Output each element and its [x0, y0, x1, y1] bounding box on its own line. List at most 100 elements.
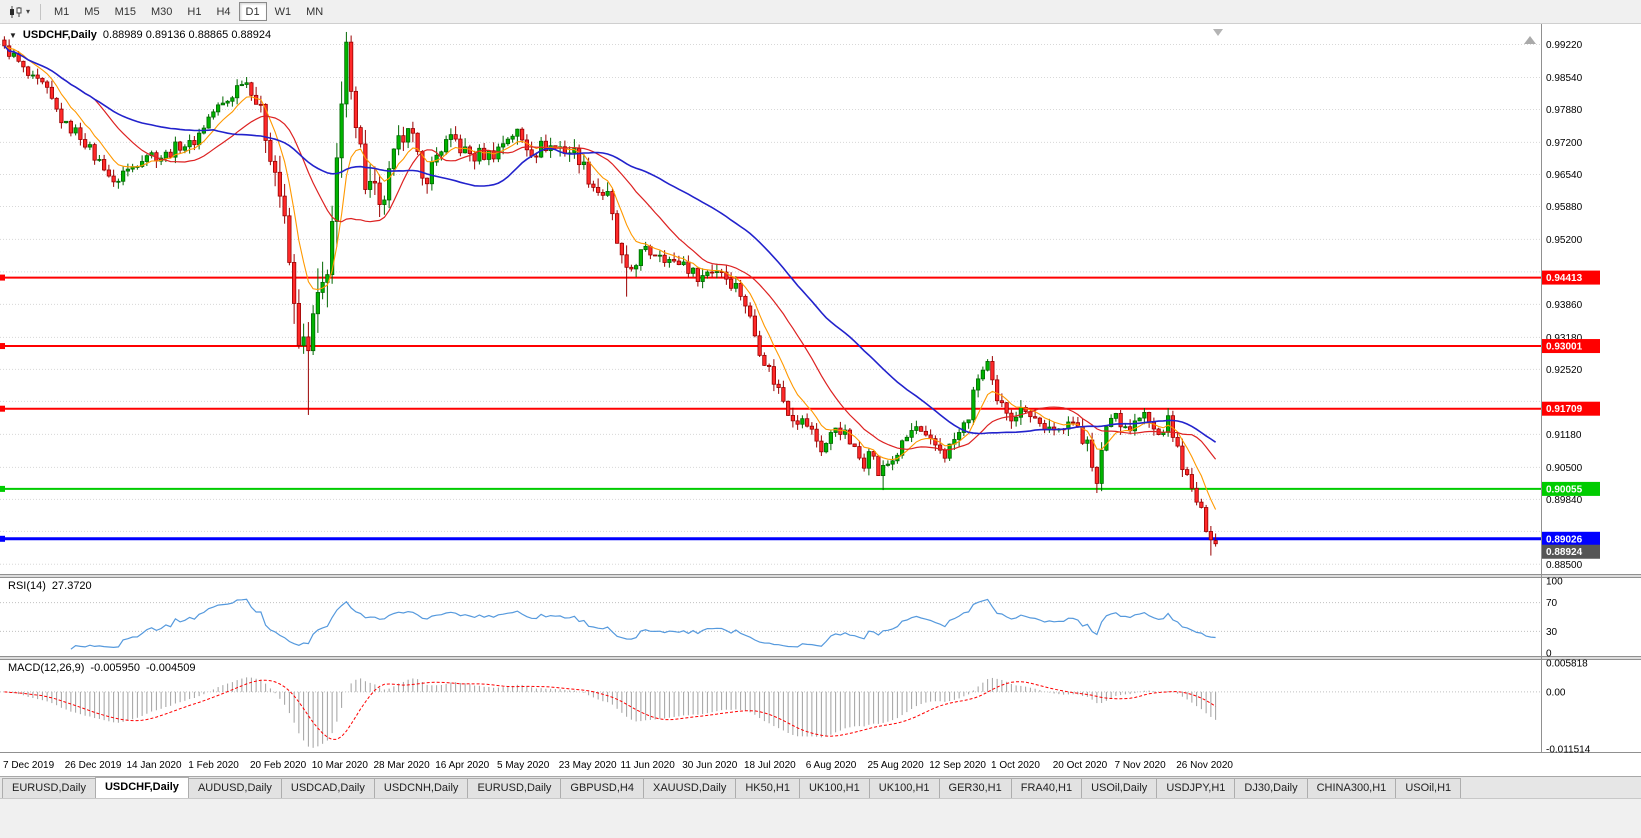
- chart-tab-gbpusd-h4[interactable]: GBPUSD,H4: [560, 778, 644, 798]
- chart-background: [0, 24, 1641, 776]
- y-axis-label: 0.92520: [1546, 365, 1583, 376]
- x-axis-label: 1 Feb 2020: [188, 760, 239, 771]
- moving-average-fast: [4, 45, 1217, 510]
- chart-shift-marker-icon: [1213, 29, 1223, 36]
- x-axis-label: 25 Aug 2020: [868, 760, 925, 771]
- price-badge-0.91709: 0.91709: [1542, 401, 1600, 416]
- chart-tab-ger30-h1[interactable]: GER30,H1: [938, 778, 1012, 798]
- y-axis-label: 0.99220: [1546, 40, 1583, 51]
- chart-tab-china300-h1[interactable]: CHINA300,H1: [1306, 778, 1397, 798]
- y-axis-label: 0.90500: [1546, 463, 1583, 474]
- x-axis-label: 7 Dec 2019: [3, 760, 55, 771]
- y-axis-label: 0.88500: [1546, 560, 1583, 571]
- x-axis-label: 20 Feb 2020: [250, 760, 307, 771]
- x-axis-label: 16 Apr 2020: [435, 760, 489, 771]
- price-badge-0.88924: 0.88924: [1542, 544, 1600, 559]
- x-axis-label: 10 Mar 2020: [312, 760, 369, 771]
- chart-tab-usdjpy-h1[interactable]: USDJPY,H1: [1156, 778, 1236, 798]
- chart-tab-uk100-h1[interactable]: UK100,H1: [868, 778, 940, 798]
- toolbar-separator: [40, 3, 42, 20]
- y-axis-label: 0.89840: [1546, 495, 1583, 506]
- chart-tab-eurusd-daily[interactable]: EURUSD,Daily: [2, 778, 96, 798]
- svg-text:0.90055: 0.90055: [1546, 484, 1583, 495]
- moving-average-medium: [3, 45, 1217, 460]
- x-axis-label: 12 Sep 2020: [929, 760, 986, 771]
- timeframe-button-mn[interactable]: MN: [306, 5, 324, 18]
- candles: [2, 31, 1218, 556]
- macd-axis-label: 0.005818: [1546, 659, 1588, 670]
- timeframe-buttons: M1 M5 M15 M30 H1 H4 D1 W1 MN: [47, 2, 331, 21]
- chart-tab-audusd-daily[interactable]: AUDUSD,Daily: [187, 778, 282, 798]
- macd-axis-label: 0.00: [1546, 687, 1566, 698]
- macd-axis-label: -0.011514: [1546, 745, 1591, 756]
- chart-tab-fra40-h1[interactable]: FRA40,H1: [1010, 778, 1083, 798]
- y-axis-label: 0.95880: [1546, 202, 1583, 213]
- x-axis-label: 14 Jan 2020: [127, 760, 182, 771]
- y-axis-label: 0.97200: [1546, 138, 1583, 149]
- macd-histogram: [8, 677, 1217, 748]
- timeframe-button-m15[interactable]: M15: [114, 5, 136, 18]
- timeframe-button-h4[interactable]: H4: [216, 5, 231, 18]
- chart-tab-usoil-h1[interactable]: USOil,H1: [1395, 778, 1462, 798]
- y-axis-label: 0.93860: [1546, 300, 1583, 311]
- price-badge-0.90055: 0.90055: [1542, 481, 1600, 496]
- hline-edge-marker: [0, 274, 5, 281]
- svg-text:0.93001: 0.93001: [1546, 342, 1583, 353]
- x-axis-label: 28 Mar 2020: [374, 760, 431, 771]
- rsi-axis-label: 70: [1546, 598, 1558, 609]
- rsi-line: [70, 598, 1216, 650]
- hline-edge-marker: [0, 343, 5, 350]
- timeframe-button-h1[interactable]: H1: [187, 5, 202, 18]
- chart-tab-usdchf-daily[interactable]: USDCHF,Daily: [94, 777, 189, 798]
- chart-tab-usdcnh-daily[interactable]: USDCNH,Daily: [373, 778, 469, 798]
- y-axis-label: 0.97880: [1546, 105, 1583, 116]
- y-axis-label: 0.93180: [1546, 333, 1583, 344]
- timeframe-button-m1[interactable]: M1: [54, 5, 70, 18]
- hline-edge-marker: [0, 485, 5, 492]
- chart-tab-uk100-h1[interactable]: UK100,H1: [798, 778, 870, 798]
- chevron-down-icon: ▾: [26, 6, 31, 16]
- rsi-axis-label: 100: [1546, 577, 1563, 588]
- x-axis-label: 18 Jul 2020: [744, 760, 796, 771]
- hline-edge-marker: [0, 535, 5, 542]
- timeframe-button-m30[interactable]: M30: [150, 5, 173, 18]
- x-axis-label: 5 May 2020: [497, 760, 550, 771]
- y-axis-label: 0.95200: [1546, 235, 1583, 246]
- chart-type-selector[interactable]: ▾: [4, 2, 34, 22]
- x-axis-label: 23 May 2020: [559, 760, 617, 771]
- scroll-to-end-icon[interactable]: [1524, 36, 1536, 44]
- pane-separator[interactable]: [0, 574, 1641, 578]
- pane-separator[interactable]: [0, 656, 1641, 660]
- moving-average-slow: [3, 45, 1217, 443]
- timeframe-button-m5[interactable]: M5: [84, 5, 100, 18]
- x-axis-label: 7 Nov 2020: [1115, 760, 1167, 771]
- y-axis-label: 0.96540: [1546, 170, 1583, 181]
- svg-text:0.91709: 0.91709: [1546, 404, 1583, 415]
- x-axis-label: 26 Dec 2019: [65, 760, 122, 771]
- chart-tab-hk50-h1[interactable]: HK50,H1: [735, 778, 800, 798]
- x-axis-label: 6 Aug 2020: [806, 760, 857, 771]
- rsi-axis-label: 0: [1546, 649, 1552, 660]
- candlestick-chart-icon: [10, 5, 22, 18]
- chart-tabbar: EURUSD,Daily USDCHF,Daily AUDUSD,Daily USDC…: [0, 776, 1641, 798]
- price-chart[interactable]: 0.99220 0.98540 0.97880 0.97200 0.96540 0.958…: [0, 24, 1641, 776]
- rsi-axis-label: 30: [1546, 627, 1558, 638]
- hline-edge-marker: [0, 405, 5, 412]
- timeframe-button-w1[interactable]: W1: [274, 5, 292, 18]
- price-badge-0.94413: 0.94413: [1542, 270, 1600, 285]
- chart-tab-usoil-daily[interactable]: USOil,Daily: [1081, 778, 1158, 798]
- timeframe-button-d1[interactable]: D1: [238, 2, 267, 21]
- status-strip: [0, 798, 1641, 838]
- chart-tab-eurusd-daily[interactable]: EURUSD,Daily: [467, 778, 562, 798]
- x-axis-label: 1 Oct 2020: [991, 760, 1040, 771]
- chart-tab-usdcad-daily[interactable]: USDCAD,Daily: [280, 778, 375, 798]
- toolbar: ▾ M1 M5 M15 M30 H1 H4 D1 W1 MN: [0, 0, 1641, 24]
- macd-signal-line: [4, 679, 1216, 740]
- svg-text:0.88924: 0.88924: [1546, 547, 1583, 558]
- svg-text:0.94413: 0.94413: [1546, 273, 1583, 284]
- x-axis-label: 11 Jun 2020: [621, 760, 676, 771]
- chart-tab-xauusd-daily[interactable]: XAUUSD,Daily: [642, 778, 737, 798]
- y-axis-label: 0.91180: [1546, 430, 1582, 441]
- chart-tab-dj30-daily[interactable]: DJ30,Daily: [1234, 778, 1308, 798]
